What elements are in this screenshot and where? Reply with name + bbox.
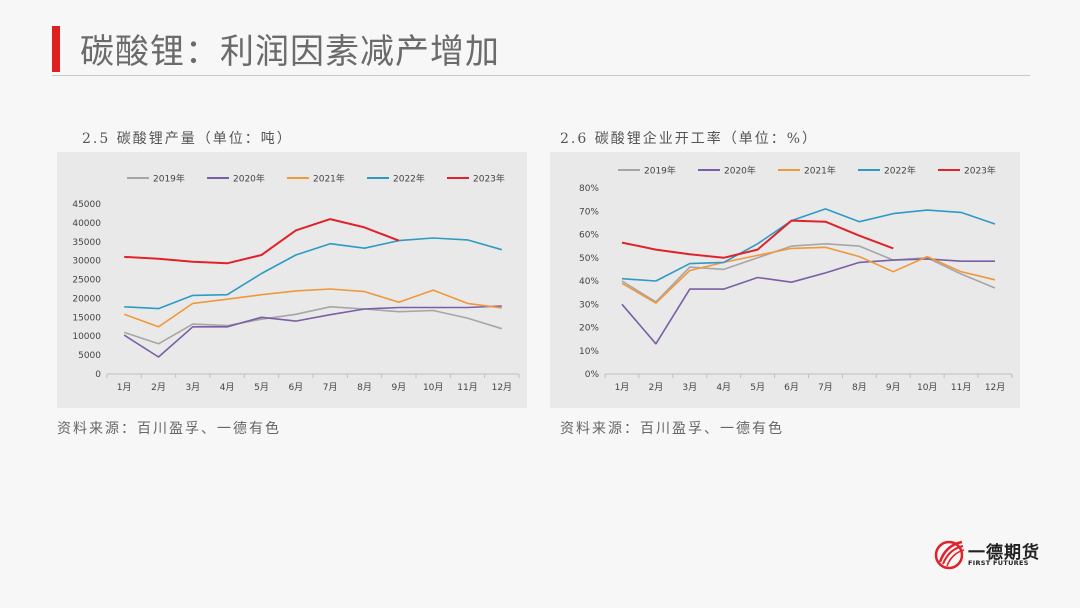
production-series-line bbox=[124, 218, 400, 265]
utilization-chart: 2019年 2020年 2021年 2022年 2023年 0% 10% 20% 30% 40% 5… bbox=[579, 165, 1013, 393]
y-tick-label: 20% bbox=[579, 324, 599, 334]
legend-label: 2020年 bbox=[233, 173, 265, 185]
y-tick-label: 45000 bbox=[72, 200, 101, 210]
left-chart-caption: 2.5 碳酸锂产量（单位：吨） bbox=[82, 131, 293, 147]
x-tick-label: 4月 bbox=[716, 382, 731, 393]
utilization-series-line bbox=[621, 208, 996, 282]
x-tick-label: 4月 bbox=[220, 382, 235, 393]
x-tick-label: 11月 bbox=[951, 382, 971, 393]
production-series-line bbox=[123, 306, 503, 345]
x-tick-label: 9月 bbox=[391, 382, 406, 393]
legend-label: 2019年 bbox=[644, 165, 676, 177]
production-chart-panel: 2019年 2020年 2021年 2022年 2023年 0 5000 10000 15000… bbox=[57, 152, 527, 408]
x-tick-label: 1月 bbox=[615, 382, 630, 393]
company-name-cn: 一德期货 bbox=[968, 543, 1040, 563]
title-divider bbox=[52, 75, 1030, 76]
production-series-line bbox=[123, 305, 502, 358]
x-tick-label: 10月 bbox=[917, 382, 937, 393]
y-tick-label: 40% bbox=[579, 277, 599, 287]
y-tick-label: 35000 bbox=[72, 238, 101, 248]
y-tick-label: 5000 bbox=[78, 351, 101, 361]
legend-label: 2021年 bbox=[313, 173, 345, 185]
y-tick-label: 80% bbox=[579, 184, 599, 194]
x-tick-label: 6月 bbox=[288, 382, 303, 393]
y-tick-label: 15000 bbox=[72, 313, 101, 323]
legend-label: 2021年 bbox=[804, 165, 836, 177]
x-tick-label: 3月 bbox=[682, 382, 697, 393]
y-tick-label: 0% bbox=[585, 370, 600, 380]
x-tick-label: 2月 bbox=[649, 382, 664, 393]
title-accent-bar bbox=[52, 26, 60, 72]
x-tick-label: 5月 bbox=[254, 382, 269, 393]
page-title: 碳酸锂：利润因素减产增加 bbox=[80, 32, 500, 72]
utilization-series-line bbox=[621, 219, 894, 259]
x-tick-label: 1月 bbox=[117, 382, 132, 393]
y-tick-label: 30000 bbox=[72, 257, 101, 267]
x-tick-label: 7月 bbox=[323, 382, 338, 393]
production-series-line bbox=[123, 288, 502, 328]
production-chart: 2019年 2020年 2021年 2022年 2023年 0 5000 10000 15000… bbox=[72, 173, 520, 393]
x-tick-label: 11月 bbox=[457, 382, 477, 393]
legend-label: 2020年 bbox=[724, 165, 756, 177]
x-tick-label: 5月 bbox=[750, 382, 765, 393]
legend-label: 2019年 bbox=[153, 173, 185, 185]
y-tick-label: 70% bbox=[579, 207, 599, 217]
company-name-en: FIRST FUTURES bbox=[968, 559, 1029, 567]
right-chart-caption: 2.6 碳酸锂企业开工率（单位：%） bbox=[560, 131, 819, 147]
x-tick-label: 9月 bbox=[886, 382, 901, 393]
x-tick-label: 8月 bbox=[852, 382, 867, 393]
x-tick-label: 7月 bbox=[818, 382, 833, 393]
x-tick-label: 12月 bbox=[985, 382, 1005, 393]
production-series-line bbox=[124, 237, 503, 310]
y-tick-label: 25000 bbox=[72, 276, 101, 286]
y-tick-label: 0 bbox=[95, 370, 101, 380]
y-tick-label: 60% bbox=[579, 231, 599, 241]
x-tick-label: 8月 bbox=[357, 382, 372, 393]
utilization-chart-panel: 2019年 2020年 2021年 2022年 2023年 0% 10% 20% 30% 40% 5… bbox=[550, 152, 1020, 408]
y-tick-label: 40000 bbox=[72, 219, 101, 229]
x-tick-label: 12月 bbox=[492, 382, 512, 393]
legend-label: 2022年 bbox=[884, 165, 916, 177]
company-logo-icon bbox=[934, 540, 965, 570]
legend-label: 2023年 bbox=[964, 165, 996, 177]
right-source-note: 资料来源：百川盈孚、一德有色 bbox=[560, 421, 784, 437]
y-tick-label: 10% bbox=[579, 347, 599, 357]
utilization-series-line bbox=[621, 258, 995, 345]
x-tick-label: 6月 bbox=[784, 382, 799, 393]
y-tick-label: 10000 bbox=[72, 332, 101, 342]
y-tick-label: 30% bbox=[579, 300, 599, 310]
company-logo: 一德期货 FIRST FUTURES bbox=[934, 536, 1044, 576]
utilization-series-line bbox=[621, 243, 996, 303]
y-tick-label: 50% bbox=[579, 254, 599, 264]
legend-label: 2022年 bbox=[393, 173, 425, 185]
utilization-series-line bbox=[621, 246, 996, 304]
left-source-note: 资料来源：百川盈孚、一德有色 bbox=[57, 421, 281, 437]
x-tick-label: 3月 bbox=[185, 382, 200, 393]
x-tick-label: 2月 bbox=[151, 382, 166, 393]
y-tick-label: 20000 bbox=[72, 294, 101, 304]
x-tick-label: 10月 bbox=[423, 382, 443, 393]
legend-label: 2023年 bbox=[473, 173, 505, 185]
